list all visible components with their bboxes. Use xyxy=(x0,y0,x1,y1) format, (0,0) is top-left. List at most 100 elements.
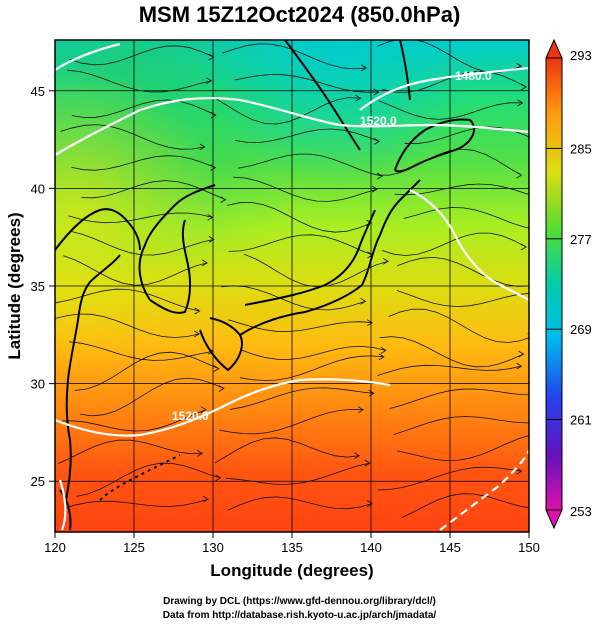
colorbar-bottom-arrow xyxy=(545,509,563,530)
streamline-arrowhead xyxy=(364,459,371,467)
colorbar-label: 253 xyxy=(570,504,592,519)
streamline xyxy=(397,256,529,287)
streamline-arrowhead xyxy=(210,111,217,119)
y-tick-label: 40 xyxy=(31,181,45,196)
x-tick-label: 130 xyxy=(202,540,224,555)
x-axis-ticks: 120 125 130 135 140 145 150 xyxy=(44,532,540,555)
streamline xyxy=(61,409,207,432)
x-tick-label: 125 xyxy=(123,540,145,555)
y-tick-label: 30 xyxy=(31,377,45,392)
streamline xyxy=(71,99,216,118)
streamline xyxy=(76,462,221,497)
grid-lines xyxy=(55,40,529,532)
streamline xyxy=(393,416,529,435)
colorbar: 293 285 277 269 261 253 xyxy=(545,38,592,530)
streamline-arrowhead xyxy=(378,353,385,361)
streamline-arrowhead xyxy=(208,53,215,61)
coastlines xyxy=(55,40,475,531)
streamline-arrowhead xyxy=(373,138,380,145)
streamline xyxy=(225,462,370,485)
streamline xyxy=(397,435,529,462)
streamline-arrowhead xyxy=(536,291,541,297)
streamline xyxy=(58,439,203,464)
streamline xyxy=(215,437,360,464)
y-tick-label: 25 xyxy=(31,474,45,489)
streamline-arrowhead xyxy=(201,259,208,267)
x-axis-title: Longitude (degrees) xyxy=(210,561,373,580)
streamline xyxy=(235,128,380,143)
colorbar-ticks: 293 285 277 269 261 253 xyxy=(546,48,592,519)
page-title: MSM 15Z12Oct2024 (850.0hPa) xyxy=(138,2,461,27)
streamline-arrowhead xyxy=(518,350,525,358)
streamline-arrowhead xyxy=(380,347,387,354)
streamline-arrowhead xyxy=(357,406,364,414)
y-tick-label: 45 xyxy=(31,84,45,99)
streamline-arrowhead xyxy=(534,195,539,201)
streamline xyxy=(241,345,386,360)
x-tick-label: 140 xyxy=(360,540,382,555)
colorbar-label: 261 xyxy=(570,413,592,428)
y-tick-label: 35 xyxy=(31,279,45,294)
streamline-arrowhead xyxy=(382,257,389,265)
streamline-arrowhead xyxy=(193,330,200,338)
colorbar-label: 277 xyxy=(570,232,592,247)
streamline xyxy=(239,355,384,381)
streamline-arrowhead xyxy=(194,307,201,315)
streamline xyxy=(243,253,389,288)
streamline xyxy=(389,388,529,409)
streamline xyxy=(227,201,372,233)
streamline xyxy=(229,387,374,410)
streamline-arrowhead xyxy=(533,420,538,426)
contour-label-1520-north: 1520.0 xyxy=(360,114,397,128)
streamline-arrowhead xyxy=(516,362,523,370)
streamline-arrowhead xyxy=(197,450,204,457)
streamline xyxy=(221,285,366,311)
streamline-arrowhead xyxy=(199,143,206,151)
streamline xyxy=(222,43,367,70)
streamline-arrowhead xyxy=(354,452,361,460)
streamline xyxy=(71,155,216,171)
streamline xyxy=(378,100,523,120)
streamline-arrowhead xyxy=(373,88,380,96)
streamline xyxy=(233,176,378,202)
streamline-arrowhead xyxy=(517,99,524,107)
colorbar-label: 269 xyxy=(570,322,592,337)
streamline-arrowhead xyxy=(366,500,373,507)
streamline-arrowhead xyxy=(207,213,214,221)
streamline xyxy=(381,232,527,256)
colorbar-label: 293 xyxy=(570,48,592,63)
colorbar-top-arrow xyxy=(545,38,563,59)
streamline-arrowhead xyxy=(200,406,207,414)
height-contours xyxy=(55,42,529,531)
streamline-arrowhead xyxy=(520,243,527,251)
streamline xyxy=(60,124,205,150)
streamline-arrowhead xyxy=(218,385,225,392)
x-tick-label: 120 xyxy=(44,540,66,555)
streamline-arrowhead xyxy=(366,319,373,327)
streamline xyxy=(377,466,522,491)
contour-label-1480: 1480.0 xyxy=(455,69,492,83)
streamline xyxy=(377,148,522,176)
streamline xyxy=(69,45,214,66)
streamline xyxy=(379,336,524,368)
x-tick-label: 150 xyxy=(518,540,540,555)
streamline xyxy=(377,364,522,376)
streamline xyxy=(234,74,379,93)
streamline-arrowhead xyxy=(376,172,383,180)
streamline xyxy=(388,308,529,343)
streamline-arrowhead xyxy=(210,164,217,171)
streamline xyxy=(67,69,212,93)
streamline-arrowhead xyxy=(208,236,215,243)
streamline-arrowhead xyxy=(368,389,375,397)
streamline xyxy=(63,498,209,509)
streamline-arrowhead xyxy=(206,77,213,85)
streamline-arrowhead xyxy=(360,297,367,305)
streamline xyxy=(62,255,208,286)
streamline xyxy=(219,408,364,435)
streamline xyxy=(68,212,213,224)
streamline-arrowhead xyxy=(361,64,368,72)
y-axis-ticks: 25 30 35 40 45 xyxy=(31,84,55,489)
y-axis-title: Latitude (degrees) xyxy=(5,212,24,359)
streamline xyxy=(238,153,383,177)
